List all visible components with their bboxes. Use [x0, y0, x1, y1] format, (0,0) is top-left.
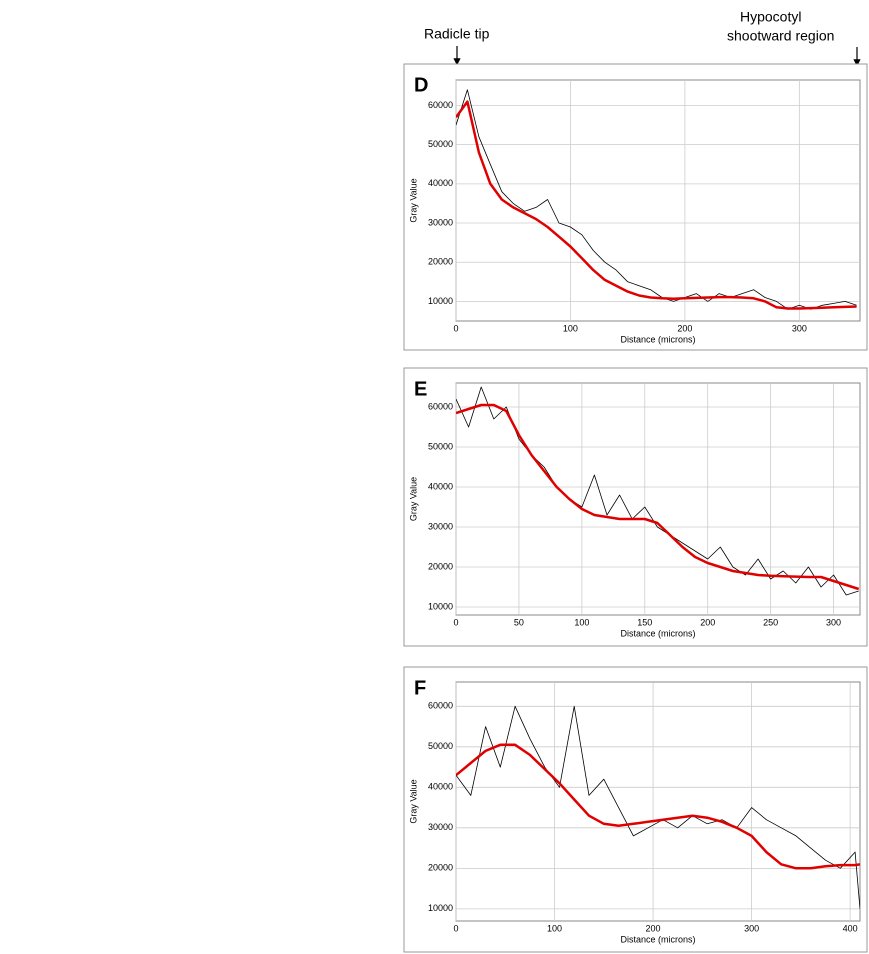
scale-label: 100 µm — [304, 635, 342, 647]
x-tick-label: 50 — [514, 617, 524, 627]
profile-arrow — [61, 395, 360, 574]
x-tick-label: 300 — [792, 323, 807, 333]
panel-label: E — [414, 378, 427, 400]
y-tick-label: 20000 — [428, 257, 453, 267]
x-tick-label: 100 — [563, 323, 578, 333]
y-tick-label: 10000 — [428, 601, 453, 611]
y-tick-label: 40000 — [428, 782, 453, 792]
y-tick-label: 60000 — [428, 401, 453, 411]
data-line — [456, 386, 859, 596]
y-tick-label: 10000 — [428, 903, 453, 913]
y-tick-label: 50000 — [428, 741, 453, 751]
y-tick-label: 40000 — [428, 178, 453, 188]
y-tick-label: 50000 — [428, 139, 453, 149]
annotation: Radicle tip — [424, 26, 490, 42]
x-tick-label: 300 — [826, 617, 841, 627]
x-axis-label: Distance (microns) — [620, 934, 695, 944]
y-axis-label: Gray Value — [408, 779, 418, 823]
y-tick-label: 30000 — [428, 521, 453, 531]
y-tick-label: 60000 — [428, 701, 453, 711]
tissue — [8, 684, 388, 946]
x-axis-label: Distance (microns) — [620, 628, 695, 638]
x-tick-label: 0 — [453, 617, 458, 627]
y-tick-label: 60000 — [428, 100, 453, 110]
arrow-label: rt — [364, 408, 381, 438]
x-axis-label: Distance (microns) — [620, 334, 695, 344]
data-line — [456, 743, 860, 870]
annotation: shootward region — [727, 28, 834, 44]
y-axis-label: Gray Value — [408, 178, 418, 222]
x-tick-label: 150 — [637, 617, 652, 627]
scale-label: 100 µm — [316, 938, 354, 950]
panel-label: A — [22, 77, 36, 99]
x-tick-label: 100 — [574, 617, 589, 627]
x-tick-label: 0 — [453, 323, 458, 333]
x-tick-label: 300 — [744, 923, 759, 933]
y-tick-label: 20000 — [428, 863, 453, 873]
y-tick-label: 50000 — [428, 441, 453, 451]
arrow-label: rt — [362, 67, 379, 97]
plot-area — [455, 681, 861, 922]
y-tick-label: 40000 — [428, 481, 453, 491]
arrow-label: rt — [362, 671, 379, 701]
profile-arrow — [53, 100, 380, 279]
tissue — [8, 78, 385, 314]
arrow-label: h — [35, 238, 49, 268]
y-tick-label: 30000 — [428, 822, 453, 832]
arrow-label: h — [45, 531, 59, 561]
scale-label: 100 µm — [316, 335, 354, 347]
data-line — [456, 403, 860, 591]
y-tick-label: 20000 — [428, 561, 453, 571]
x-tick-label: 200 — [677, 323, 692, 333]
x-tick-label: 400 — [843, 923, 858, 933]
plot-area — [455, 382, 861, 616]
x-tick-label: 100 — [547, 923, 562, 933]
y-tick-label: 10000 — [428, 296, 453, 306]
y-axis-label: Gray Value — [408, 477, 418, 521]
profile-arrow — [37, 711, 383, 914]
x-tick-label: 200 — [646, 923, 661, 933]
arrow-label: h — [31, 857, 45, 887]
y-tick-label: 30000 — [428, 217, 453, 227]
panel-label: B — [22, 383, 36, 405]
x-tick-label: 200 — [700, 617, 715, 627]
tissue — [8, 372, 385, 627]
panel-label: D — [414, 74, 428, 96]
x-tick-label: 0 — [453, 923, 458, 933]
panel-label: C — [22, 678, 36, 700]
annotation: Hypocotyl — [740, 9, 801, 25]
x-tick-label: 250 — [763, 617, 778, 627]
data-line — [456, 100, 857, 310]
panel-label: F — [414, 677, 426, 699]
